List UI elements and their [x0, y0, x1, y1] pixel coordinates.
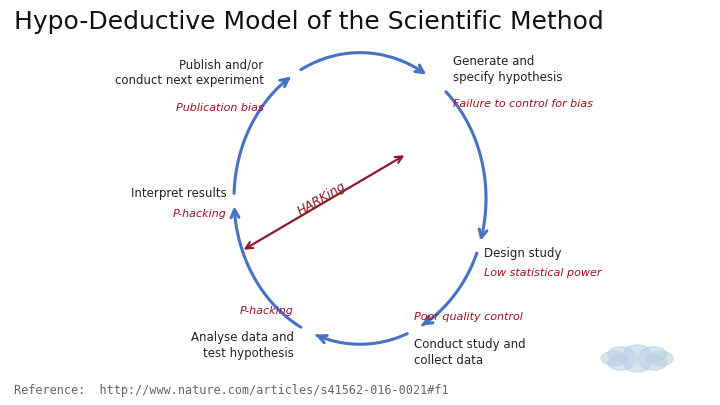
Text: Hypo-Deductive Model of the Scientific Method: Hypo-Deductive Model of the Scientific M…	[14, 10, 604, 34]
Circle shape	[647, 351, 673, 366]
Text: Generate and
specify hypothesis: Generate and specify hypothesis	[453, 55, 562, 84]
Text: P-hacking: P-hacking	[173, 209, 227, 219]
Text: Analyse data and
test hypothesis: Analyse data and test hypothesis	[191, 331, 294, 360]
Circle shape	[624, 358, 650, 372]
Text: Poor quality control: Poor quality control	[415, 312, 523, 322]
Text: P-hacking: P-hacking	[240, 306, 294, 316]
Circle shape	[608, 347, 634, 361]
Circle shape	[641, 356, 667, 370]
Text: Design study: Design study	[484, 247, 562, 260]
Circle shape	[629, 354, 646, 363]
Text: Interpret results: Interpret results	[131, 187, 227, 200]
Circle shape	[601, 351, 627, 366]
Text: Publish and/or
conduct next experiment: Publish and/or conduct next experiment	[114, 58, 264, 87]
Circle shape	[624, 345, 650, 359]
Circle shape	[608, 356, 634, 370]
Text: Low statistical power: Low statistical power	[484, 269, 601, 279]
Text: HARKing: HARKing	[295, 179, 348, 217]
Circle shape	[641, 347, 667, 361]
Text: Publication bias: Publication bias	[176, 102, 264, 113]
Text: Failure to control for bias: Failure to control for bias	[453, 99, 593, 109]
Text: Conduct study and
collect data: Conduct study and collect data	[415, 338, 526, 367]
Text: Reference:  http://www.nature.com/articles/s41562-016-0021#f1: Reference: http://www.nature.com/article…	[14, 384, 449, 397]
